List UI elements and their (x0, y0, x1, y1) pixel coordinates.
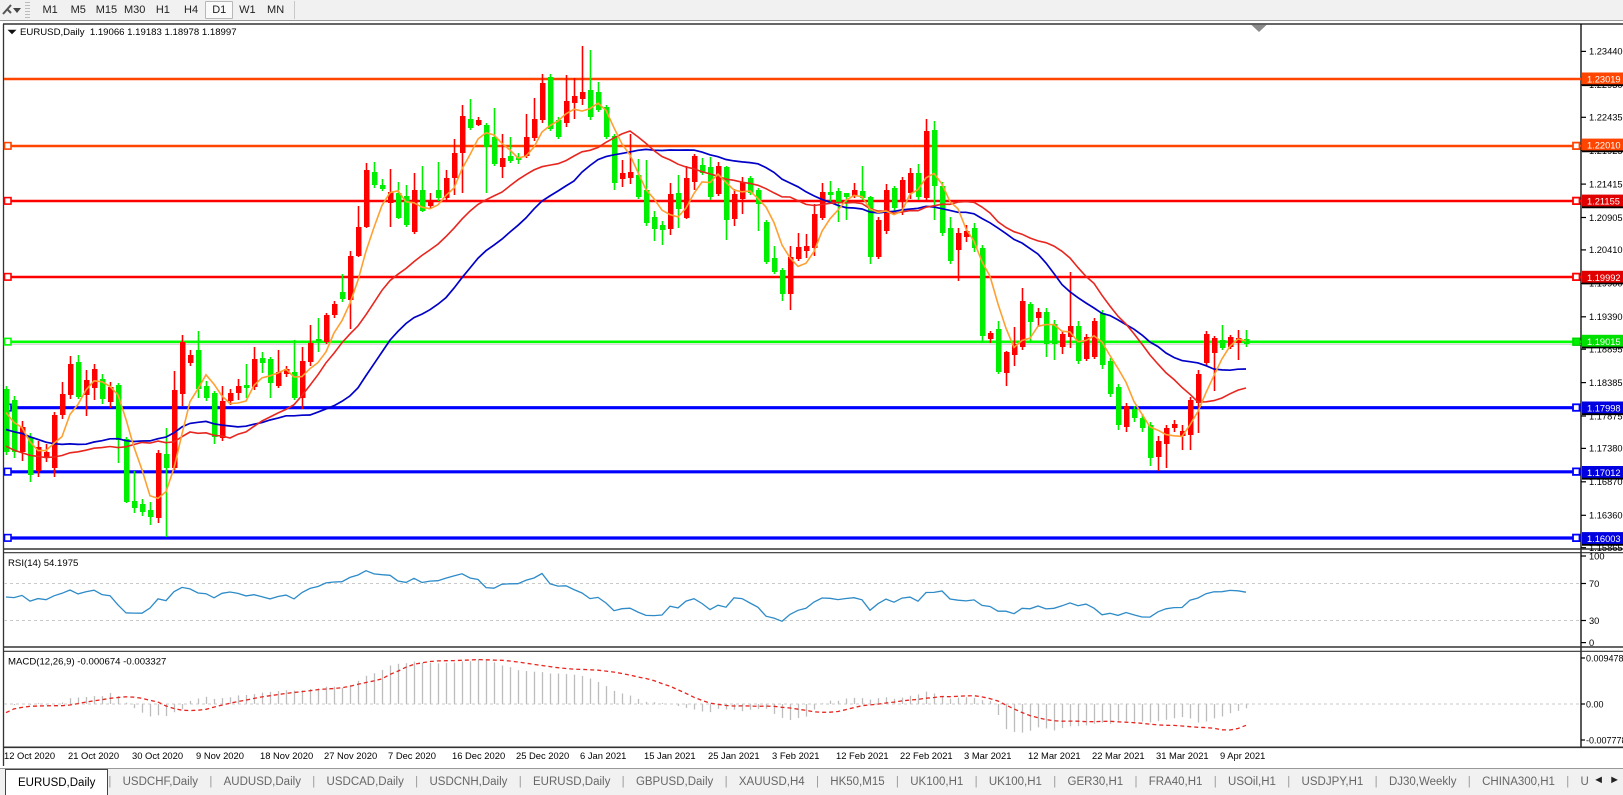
svg-text:1.18385: 1.18385 (1589, 378, 1623, 388)
svg-text:3 Feb 2021: 3 Feb 2021 (772, 750, 819, 761)
svg-text:1.15865: 1.15865 (1589, 543, 1623, 553)
svg-text:25 Dec 2020: 25 Dec 2020 (516, 750, 569, 761)
svg-text:70: 70 (1589, 579, 1599, 589)
svg-text:0.009478: 0.009478 (1586, 653, 1623, 663)
svg-text:RSI(14) 54.1975: RSI(14) 54.1975 (8, 558, 78, 569)
svg-text:1.20905: 1.20905 (1589, 213, 1623, 223)
svg-text:7 Dec 2020: 7 Dec 2020 (388, 750, 436, 761)
svg-text:9 Apr 2021: 9 Apr 2021 (1220, 750, 1265, 761)
svg-text:100: 100 (1589, 551, 1605, 561)
svg-text:12 Mar 2021: 12 Mar 2021 (1028, 750, 1081, 761)
svg-text:1.22435: 1.22435 (1589, 113, 1623, 123)
svg-text:1.17380: 1.17380 (1589, 444, 1623, 454)
svg-text:0: 0 (1589, 638, 1594, 648)
svg-text:1.16360: 1.16360 (1589, 511, 1623, 521)
svg-text:12 Feb 2021: 12 Feb 2021 (836, 750, 889, 761)
svg-text:31 Mar 2021: 31 Mar 2021 (1156, 750, 1209, 761)
svg-text:25 Jan 2021: 25 Jan 2021 (708, 750, 760, 761)
svg-text:27 Nov 2020: 27 Nov 2020 (324, 750, 377, 761)
svg-text:1.23019: 1.23019 (1587, 75, 1621, 85)
svg-text:1.16870: 1.16870 (1589, 477, 1623, 487)
svg-text:1.20410: 1.20410 (1589, 245, 1623, 255)
svg-text:9 Nov 2020: 9 Nov 2020 (196, 750, 244, 761)
svg-text:30: 30 (1589, 616, 1599, 626)
svg-text:1.23440: 1.23440 (1589, 47, 1623, 57)
svg-text:1.17875: 1.17875 (1589, 411, 1623, 421)
svg-text:22 Mar 2021: 22 Mar 2021 (1092, 750, 1145, 761)
svg-text:1.16003: 1.16003 (1587, 534, 1621, 544)
svg-text:12 Oct 2020: 12 Oct 2020 (4, 750, 55, 761)
svg-text:1.19992: 1.19992 (1587, 273, 1621, 283)
svg-text:15 Jan 2021: 15 Jan 2021 (644, 750, 696, 761)
svg-text:6 Jan 2021: 6 Jan 2021 (580, 750, 626, 761)
svg-text:1.21415: 1.21415 (1589, 179, 1623, 189)
svg-text:1.17012: 1.17012 (1587, 468, 1621, 478)
svg-text:22 Feb 2021: 22 Feb 2021 (900, 750, 953, 761)
svg-text:EURUSD,Daily 1.19066 1.19183: EURUSD,Daily 1.19066 1.19183 1.18978 1.1… (20, 27, 237, 38)
svg-text:18 Nov 2020: 18 Nov 2020 (260, 750, 313, 761)
svg-text:30 Oct 2020: 30 Oct 2020 (132, 750, 183, 761)
svg-text:1.21155: 1.21155 (1587, 197, 1620, 207)
svg-text:16 Dec 2020: 16 Dec 2020 (452, 750, 505, 761)
svg-text:1.18895: 1.18895 (1589, 345, 1623, 355)
svg-text:-0.007778: -0.007778 (1586, 735, 1623, 745)
svg-text:0.00: 0.00 (1586, 699, 1604, 709)
svg-text:1.19015: 1.19015 (1587, 337, 1621, 347)
svg-text:MACD(12,26,9) -0.000674 -0.003: MACD(12,26,9) -0.000674 -0.003327 (8, 657, 166, 668)
svg-text:1.19390: 1.19390 (1589, 312, 1623, 322)
svg-text:1.17998: 1.17998 (1587, 404, 1621, 414)
svg-text:3 Mar 2021: 3 Mar 2021 (964, 750, 1011, 761)
svg-text:21 Oct 2020: 21 Oct 2020 (68, 750, 119, 761)
svg-text:1.22010: 1.22010 (1587, 141, 1621, 151)
